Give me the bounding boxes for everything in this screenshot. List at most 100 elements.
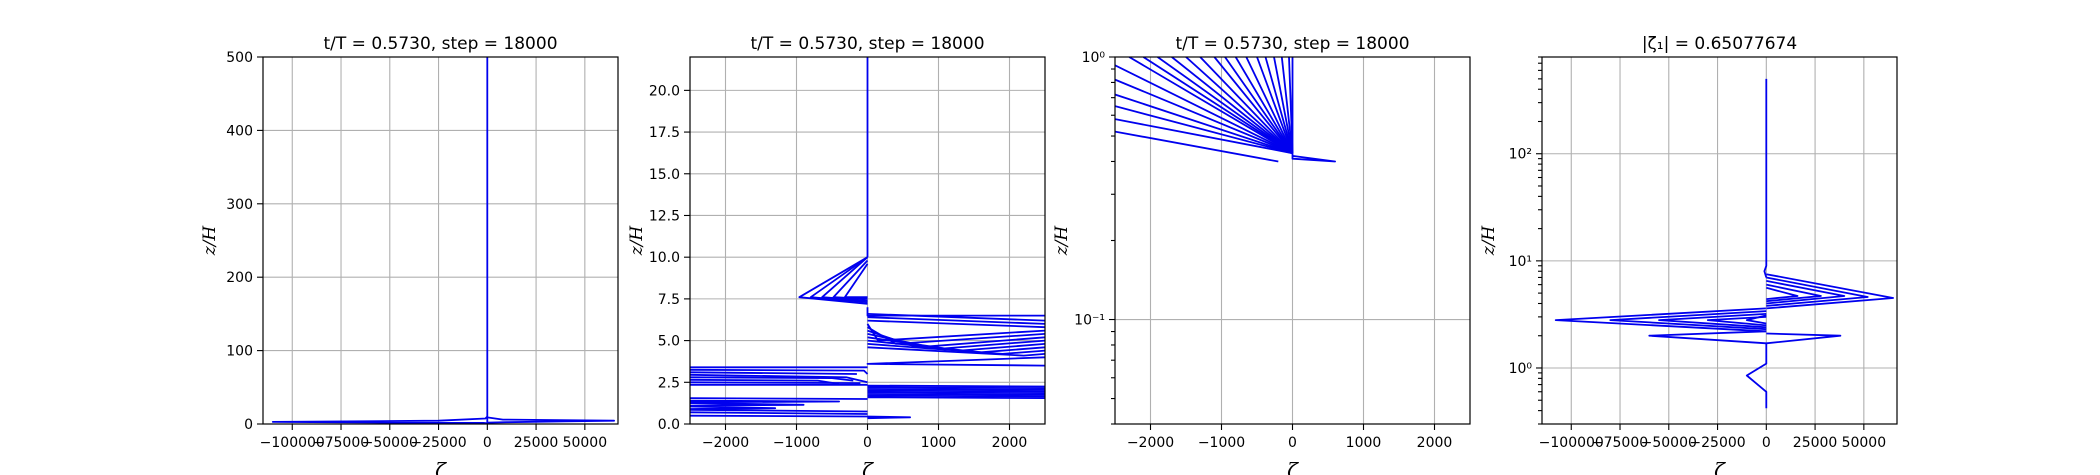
subplot-3-xtick-label-4: 2000 bbox=[1417, 435, 1453, 451]
subplot-2-series-line-29 bbox=[867, 388, 1045, 391]
subplot-3-series-line-21 bbox=[1291, 57, 1336, 163]
subplot-3-series-line-15 bbox=[1245, 57, 1294, 154]
subplot-1-traces bbox=[271, 57, 615, 424]
subplot-1-xtick-label-0: −100000 bbox=[260, 435, 325, 451]
subplot-2-series-line-21 bbox=[690, 371, 857, 375]
subplot-4-series-line-6 bbox=[1554, 307, 1766, 333]
subplot-2-series-line-41 bbox=[690, 414, 911, 420]
subplot-4-series-line-10 bbox=[1745, 314, 1767, 325]
subplot-4-title: |ζ₁| = 0.65077674 bbox=[1642, 34, 1797, 54]
subplot-3-ylabel: z/H bbox=[1052, 225, 1072, 257]
subplot-1-xtick-label-6: 50000 bbox=[563, 435, 608, 451]
subplot-1-plot-layer: −100000−75000−50000−25000 0 25000 50000 0 100… bbox=[226, 50, 619, 451]
subplot-4-series-line-12 bbox=[1745, 343, 1768, 409]
subplot-1-xtick-label-4: 0 bbox=[483, 435, 492, 451]
subplot-2-xlabel: ζ bbox=[862, 458, 874, 475]
subplot-1-axes-frame bbox=[262, 56, 619, 425]
subplot-2-ytick-label-7: 17.5 bbox=[649, 125, 680, 141]
subplot-2-series-line-4 bbox=[832, 259, 869, 300]
subplot-3-series-line-12 bbox=[1213, 57, 1294, 154]
subplot-1: −100000−75000−50000−25000 0 25000 50000 0 100… bbox=[200, 34, 619, 475]
subplot-3-series-line-1 bbox=[1115, 64, 1293, 155]
subplot-4-xtick-label-4: 0 bbox=[1762, 435, 1771, 451]
subplot-3-series-line-5 bbox=[1115, 118, 1293, 155]
subplot-2-series-line-38 bbox=[690, 405, 777, 410]
subplot-2-title: t/T = 0.5730, step = 18000 bbox=[750, 34, 984, 54]
subplot-2-series-line-17 bbox=[867, 346, 1045, 357]
subplot-3-series-line-4 bbox=[1115, 105, 1293, 155]
subplot-1-xtick-label-2: −50000 bbox=[362, 435, 418, 451]
subplot-4-series-line-8 bbox=[1658, 313, 1767, 329]
subplot-3-series-line-19 bbox=[1280, 57, 1294, 154]
subplot-4-series-line-1 bbox=[1766, 273, 1894, 310]
subplot-2-series-line-39 bbox=[690, 408, 868, 413]
subplot-3-series-line-8 bbox=[1157, 57, 1294, 154]
subplot-2-ytick-label-2: 5.0 bbox=[658, 334, 680, 350]
subplot-2-series-line-1 bbox=[798, 256, 868, 305]
subplot-3-xtick-label-1: −1000 bbox=[1198, 435, 1245, 451]
subplot-2-series-line-18 bbox=[866, 356, 1045, 367]
subplot-2-ytick-label-0: 0.0 bbox=[658, 417, 680, 433]
subplot-2-plot-layer: −2000 −1000 0 1000 2000 0.0 2.5 5.0 7.5 10.0 12.5 1… bbox=[649, 56, 1046, 451]
subplot-3-series-line-14 bbox=[1234, 57, 1294, 154]
subplot-4-xtick-label-2: −50000 bbox=[1641, 435, 1697, 451]
subplot-3-xtick-label-2: 0 bbox=[1288, 435, 1297, 451]
subplot-2-series-line-9 bbox=[867, 319, 1045, 329]
subplot-2-ytick-label-5: 12.5 bbox=[649, 208, 680, 224]
subplot-1-ylabel: z/H bbox=[200, 225, 220, 257]
subplot-1-ytick-label-3: 300 bbox=[226, 197, 253, 213]
subplot-4-ylabel: z/H bbox=[1479, 225, 1499, 257]
subplot-2-series-line-7 bbox=[867, 313, 1045, 322]
subplot-2-series-line-33 bbox=[867, 394, 1045, 398]
subplot-1-xlabel: ζ bbox=[435, 458, 447, 475]
subplot-2-xtick-label-1: −1000 bbox=[773, 435, 820, 451]
subplot-2-series-line-5 bbox=[843, 263, 869, 299]
subplot-1-ytick-label-0: 0 bbox=[244, 417, 253, 433]
subplot-4-series-line-9 bbox=[1706, 316, 1767, 327]
subplot-1-xtick-label-5: 25000 bbox=[514, 435, 559, 451]
subplot-2-ytick-label-6: 15.0 bbox=[649, 167, 680, 183]
subplot-4: −100000−75000−50000−25000 0 25000 50000 10⁰ 1… bbox=[1479, 34, 1898, 475]
subplot-3-traces bbox=[1115, 57, 1336, 163]
subplot-1-xtick-label-1: −75000 bbox=[313, 435, 369, 451]
subplot-2-series-line-20 bbox=[690, 368, 869, 375]
subplot-2-series-line-40 bbox=[690, 411, 868, 415]
subplot-4-xtick-label-0: −100000 bbox=[1539, 435, 1604, 451]
subplot-4-series-line-3 bbox=[1766, 280, 1846, 305]
subplot-2-series-line-25 bbox=[690, 381, 861, 384]
subplot-4-ytick-label-1: 10¹ bbox=[1509, 254, 1532, 270]
subplot-4-series-line-2 bbox=[1766, 276, 1869, 307]
subplot-4-series-line-4 bbox=[1766, 283, 1822, 303]
subplot-3-series-line-0 bbox=[1128, 57, 1293, 154]
subplot-3-ytick-label-0: 10⁻¹ bbox=[1074, 313, 1105, 329]
subplot-1-ytick-label-2: 200 bbox=[226, 270, 253, 286]
subplot-4-plot-layer: −100000−75000−50000−25000 0 25000 50000 10⁰ 1… bbox=[1509, 56, 1898, 451]
subplot-1-xtick-label-3: −25000 bbox=[410, 435, 466, 451]
subplot-3-series-line-11 bbox=[1199, 57, 1294, 154]
subplot-3-series-line-17 bbox=[1264, 57, 1294, 154]
subplot-3-xtick-label-0: −2000 bbox=[1127, 435, 1174, 451]
subplot-2-series-line-37 bbox=[690, 402, 805, 407]
subplot-3: −2000 −1000 0 1000 2000 10⁻¹ 10⁰ t/T = 0.5730,… bbox=[1052, 34, 1471, 475]
subplot-2-series-line-23 bbox=[690, 376, 854, 382]
subplot-2-series-line-28 bbox=[867, 386, 1045, 389]
subplot-2-series-line-8 bbox=[867, 316, 1045, 325]
subplot-2-ytick-label-1: 2.5 bbox=[658, 375, 680, 391]
subplot-4-series-line-11 bbox=[1648, 330, 1842, 345]
subplot-1-title: t/T = 0.5730, step = 18000 bbox=[323, 34, 557, 54]
subplot-2: −2000 −1000 0 1000 2000 0.0 2.5 5.0 7.5 10.0 12.5 1… bbox=[627, 34, 1046, 475]
subplot-4-xtick-label-3: −25000 bbox=[1689, 435, 1745, 451]
subplot-3-title: t/T = 0.5730, step = 18000 bbox=[1175, 34, 1409, 54]
subplot-2-ylabel: z/H bbox=[627, 225, 647, 257]
subplot-2-series-line-34 bbox=[867, 396, 1045, 399]
subplot-1-ytick-label-4: 400 bbox=[226, 123, 253, 139]
subplot-4-xlabel: ζ bbox=[1714, 458, 1726, 475]
subplot-1-ytick-label-1: 100 bbox=[226, 344, 253, 360]
subplot-4-axes-frame bbox=[1541, 56, 1898, 425]
subplot-2-ytick-label-3: 7.5 bbox=[658, 292, 680, 308]
subplot-4-ytick-label-2: 10² bbox=[1509, 147, 1532, 163]
subplot-3-series-line-13 bbox=[1224, 57, 1294, 154]
subplot-2-series-line-27 bbox=[867, 384, 1045, 388]
subplot-2-series-line-36 bbox=[690, 399, 840, 404]
